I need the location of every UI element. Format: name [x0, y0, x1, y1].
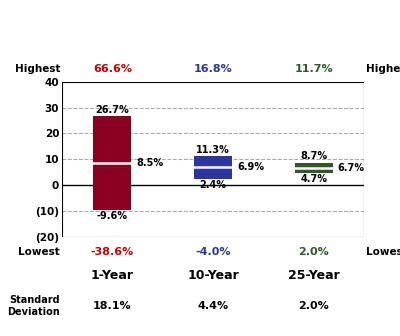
Text: 2.0%: 2.0% [298, 247, 329, 257]
Text: Highest Period: Highest Period [366, 64, 400, 74]
Text: -4.0%: -4.0% [195, 247, 231, 257]
Text: 2.0%: 2.0% [298, 301, 329, 311]
Text: 1-Year: 1-Year [91, 269, 134, 282]
Text: -38.6%: -38.6% [91, 247, 134, 257]
Text: 4.4%: 4.4% [198, 301, 228, 311]
Text: 2.4%: 2.4% [200, 180, 226, 190]
Text: 25-Year: 25-Year [288, 269, 340, 282]
Text: 11.3%: 11.3% [196, 144, 230, 155]
Text: 26.7%: 26.7% [96, 105, 129, 115]
Text: 8.5%: 8.5% [136, 158, 164, 168]
Text: Standard
Deviation: Standard Deviation [7, 295, 60, 317]
Text: -9.6%: -9.6% [97, 211, 128, 221]
Text: 6.7%: 6.7% [338, 163, 365, 173]
Text: Lowest: Lowest [18, 247, 60, 257]
Text: 16.8%: 16.8% [194, 64, 232, 74]
Text: 18.1%: 18.1% [93, 301, 132, 311]
Text: 11.7%: 11.7% [294, 64, 333, 74]
Text: Highest: Highest [14, 64, 60, 74]
Bar [93, 116, 132, 210]
Bar [194, 156, 232, 179]
Text: 10-Year: 10-Year [187, 269, 239, 282]
Text: 6.9%: 6.9% [237, 162, 264, 172]
Text: Lowest Period: Lowest Period [366, 247, 400, 257]
Text: Standard Deviation of Returns: Standard Deviation of Returns [105, 35, 295, 45]
Text: 8.7%: 8.7% [300, 151, 327, 161]
Text: Risk—The Second Dimension: Risk—The Second Dimension [81, 9, 319, 25]
Bar [294, 163, 333, 173]
Text: 4.7%: 4.7% [300, 174, 327, 184]
Text: 66.6%: 66.6% [93, 64, 132, 74]
